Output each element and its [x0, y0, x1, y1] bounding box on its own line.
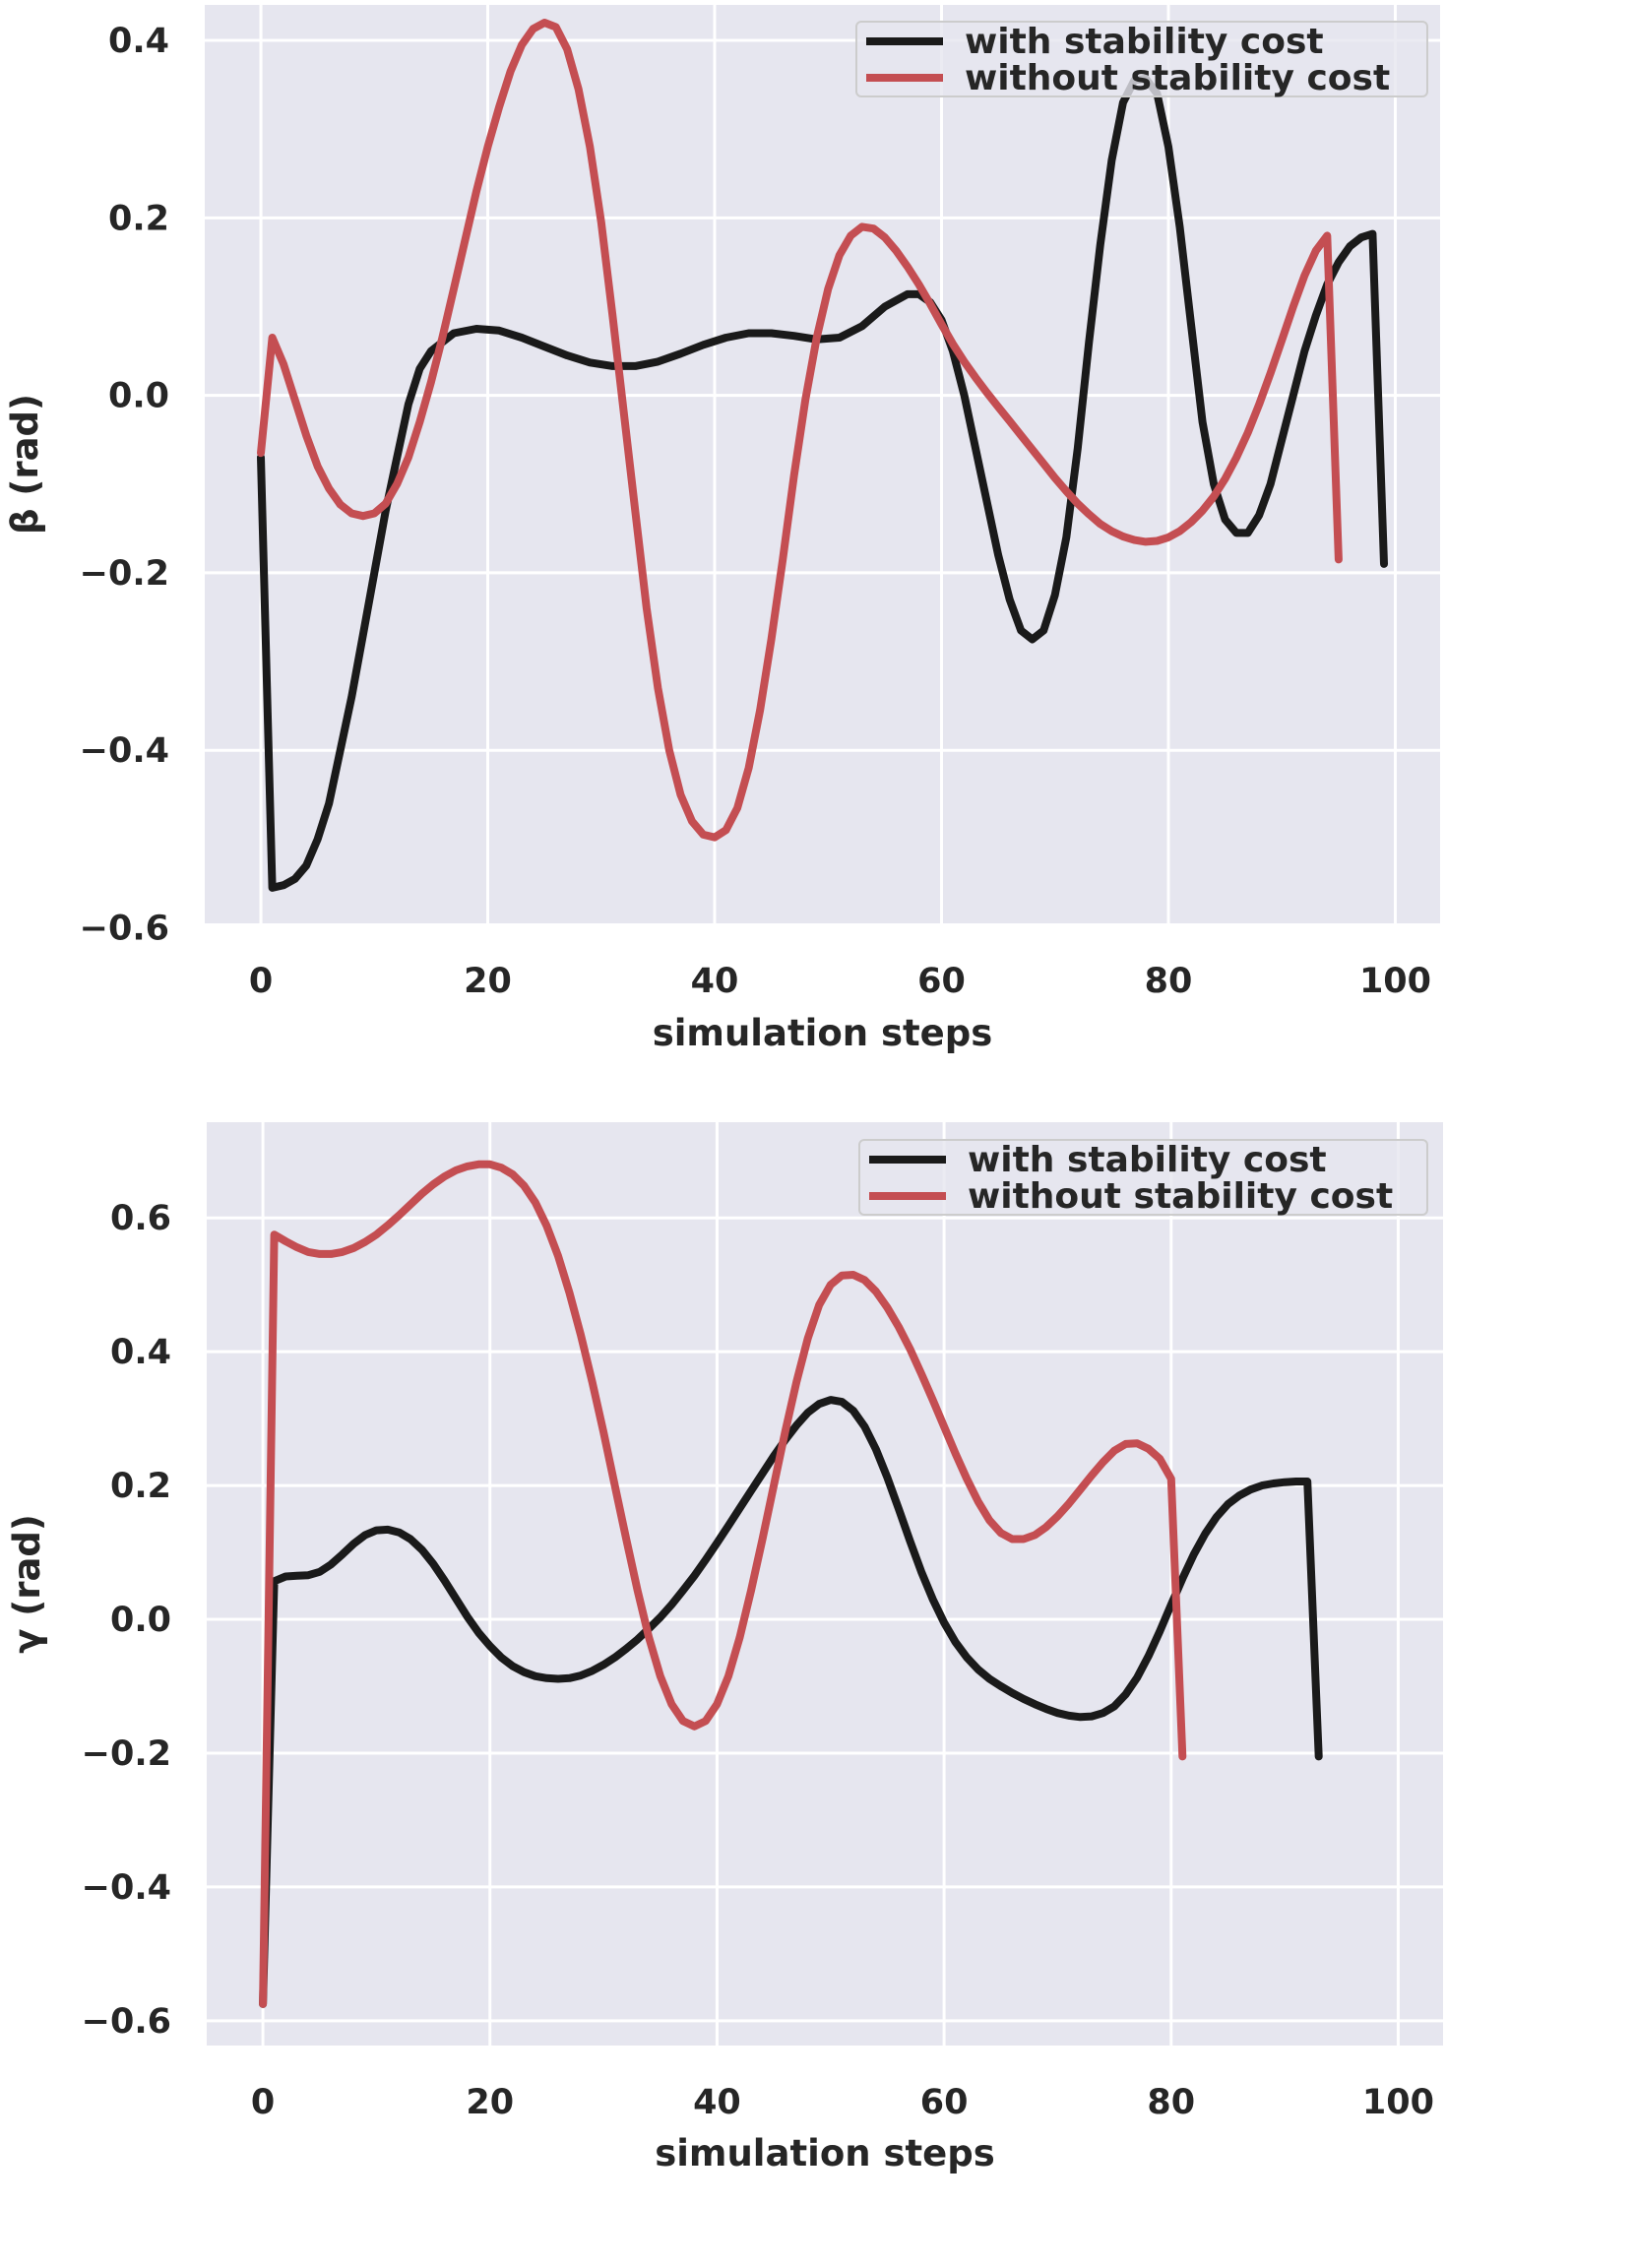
- gamma-y-tick-label: 0.4: [110, 1333, 171, 1372]
- gamma-legend-label-without: without stability cost: [968, 1176, 1393, 1217]
- gamma-x-tick-label: 0: [251, 2083, 275, 2122]
- gamma-x-tick-labels: 0 20 40 60 80 100: [251, 2083, 1434, 2122]
- beta-x-tick-label: 100: [1359, 962, 1431, 1001]
- gamma-gridlines: [207, 1122, 1443, 2046]
- gamma-y-axis-label: γ (rad): [6, 1514, 48, 1654]
- gamma-x-tick-label: 60: [920, 2083, 969, 2122]
- gamma-x-tick-label: 80: [1147, 2083, 1195, 2122]
- beta-y-tick-label: −0.4: [80, 731, 169, 771]
- gamma-series-line-0: [259, 1396, 1323, 2008]
- beta-legend-box: [855, 21, 1428, 97]
- beta-y-tick-label: 0.2: [108, 199, 169, 238]
- beta-series-line-1: [257, 19, 1343, 842]
- gamma-x-tick-label: 40: [693, 2083, 741, 2122]
- gamma-y-tick-label: −0.6: [82, 2002, 171, 2042]
- gamma-y-tick-label: −0.2: [82, 1734, 171, 1774]
- beta-y-tick-label: −0.6: [80, 910, 169, 949]
- beta-x-tick-label: 0: [249, 962, 273, 1001]
- gamma-x-tick-label: 100: [1362, 2083, 1434, 2122]
- beta-y-tick-label: −0.2: [80, 554, 169, 594]
- gamma-x-tick-label: 20: [466, 2083, 514, 2122]
- beta-x-tick-label: 60: [917, 962, 966, 1001]
- beta-plot-area: [205, 5, 1440, 923]
- gamma-legend-box: [858, 1139, 1428, 1216]
- beta-y-tick-label: 0.0: [108, 377, 169, 416]
- beta-x-tick-labels: 0 20 40 60 80 100: [249, 962, 1431, 1001]
- gamma-plot-area: [207, 1122, 1443, 2046]
- gamma-y-tick-label: 0.2: [110, 1467, 171, 1506]
- gamma-x-axis-label: simulation steps: [655, 2132, 995, 2174]
- beta-y-tick-label: 0.4: [108, 22, 169, 61]
- beta-y-tick-labels: 0.4 0.2 0.0 −0.2 −0.4 −0.6: [80, 22, 169, 948]
- beta-y-axis-label: β (rad): [4, 394, 46, 535]
- beta-x-axis-label: simulation steps: [653, 1012, 993, 1054]
- gamma-series-line-1: [259, 1160, 1187, 2008]
- gamma-y-tick-label: 0.0: [110, 1601, 171, 1640]
- beta-legend-label-with: with stability cost: [965, 22, 1324, 62]
- beta-series-lines: [257, 19, 1388, 892]
- beta-legend-label-without: without stability cost: [965, 58, 1390, 98]
- beta-x-tick-label: 20: [464, 962, 512, 1001]
- beta-x-tick-label: 40: [691, 962, 739, 1001]
- gamma-y-tick-labels: 0.6 0.4 0.2 0.0 −0.2 −0.4 −0.6: [82, 1199, 171, 2042]
- gamma-y-tick-label: −0.4: [82, 1868, 171, 1908]
- beta-gridlines: [205, 5, 1440, 930]
- gamma-chart: 0 20 40 60 80 100 0.6 0.4 0.2 0.0 −0.2 −0.4 −0.6 si…: [6, 1122, 1443, 2174]
- gamma-legend-label-with: with stability cost: [968, 1140, 1327, 1180]
- beta-chart: 0 20 40 60 80 100 0.4 0.2 0.0 −0.2 −0.4 −0.6 simul…: [4, 5, 1440, 1054]
- beta-legend: with stability cost without stability co…: [855, 21, 1428, 98]
- gamma-legend: with stability cost without stability co…: [858, 1139, 1428, 1217]
- beta-x-tick-label: 80: [1145, 962, 1193, 1001]
- gamma-y-tick-label: 0.6: [110, 1199, 171, 1238]
- gamma-series-lines: [259, 1160, 1323, 2008]
